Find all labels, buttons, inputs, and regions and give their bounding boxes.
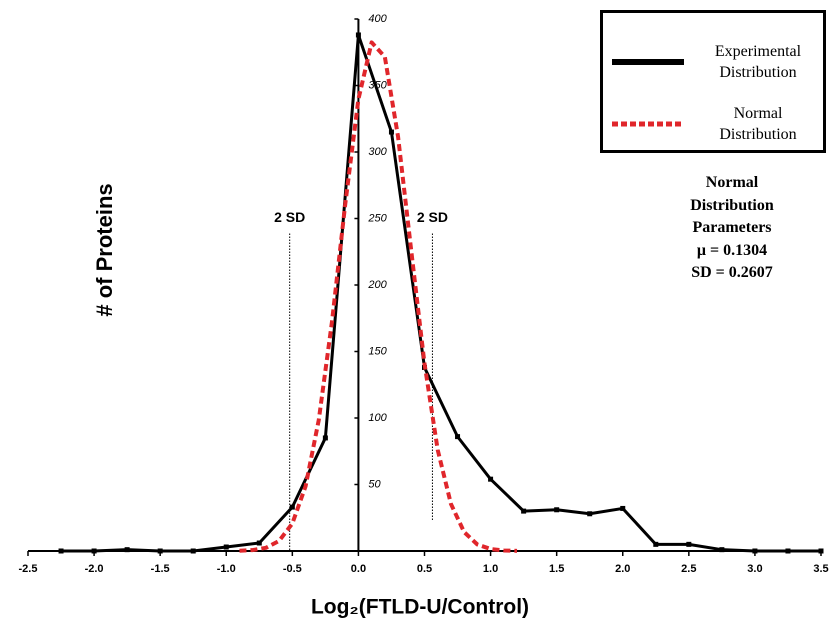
y-tick-label: 100 — [368, 412, 387, 424]
reference-label: 2 SD — [417, 209, 448, 225]
y-tick-label: 50 — [368, 478, 381, 490]
y-tick-label: 250 — [367, 212, 387, 224]
x-tick-label: 2.5 — [681, 563, 696, 575]
x-tick-label: -1.5 — [151, 563, 170, 575]
y-tick-label: 400 — [368, 13, 387, 25]
x-tick-label: 3.0 — [747, 563, 762, 575]
data-point — [686, 541, 692, 547]
data-point — [91, 548, 97, 554]
x-tick-label: 0.0 — [351, 563, 366, 575]
data-point — [587, 511, 593, 517]
data-point — [256, 540, 262, 546]
data-point — [223, 544, 229, 550]
x-tick-label: 3.5 — [813, 563, 828, 575]
legend-label: Experimental Distribution — [714, 43, 802, 81]
annotation-line: μ = 0.1304 — [696, 241, 768, 259]
data-point — [818, 548, 824, 554]
data-point — [322, 435, 328, 441]
data-point — [355, 32, 361, 38]
data-point — [455, 434, 461, 440]
data-point — [289, 504, 295, 510]
x-axis-label: Log₂(FTLD-U/Control) — [311, 596, 529, 619]
x-tick-label: 2.0 — [615, 563, 630, 575]
annotation: Normal Distribution Parameters μ = 0.1304 SD… — [640, 172, 824, 285]
data-point — [785, 548, 791, 554]
annotation-line: Distribution — [690, 196, 774, 214]
data-point — [157, 548, 163, 554]
x-tick-label: -2.5 — [19, 563, 38, 575]
data-point — [752, 548, 758, 554]
x-tick-label: -0.5 — [283, 563, 302, 575]
x-tick-label: -1.0 — [217, 563, 236, 575]
series-line — [239, 40, 518, 553]
annotation-line: Parameters — [692, 219, 772, 236]
data-point — [58, 548, 64, 554]
data-point — [719, 547, 725, 553]
legend-swatches — [612, 59, 684, 127]
data-point — [388, 129, 394, 135]
x-tick-label: 0.5 — [417, 563, 432, 575]
x-tick-label: -2.0 — [85, 563, 104, 575]
annotation-line: SD = 0.2607 — [691, 264, 773, 281]
data-point — [124, 547, 130, 553]
series-line — [61, 33, 821, 553]
x-tick-label: 1.0 — [483, 563, 498, 575]
legend-label: Normal Distribution — [719, 105, 797, 143]
data-point — [620, 505, 626, 511]
y-tick-label: 300 — [368, 146, 387, 158]
x-tick-label: 1.5 — [549, 563, 564, 575]
data-point — [190, 548, 196, 554]
data-point — [488, 476, 494, 482]
legend: Experimental Distribution Normal Distribu… — [600, 10, 826, 153]
reference-label: 2 SD — [274, 209, 305, 225]
y-tick-label: 150 — [368, 345, 387, 357]
y-axis-label: # of Proteins — [92, 183, 117, 316]
data-point — [653, 541, 659, 547]
y-tick-label: 200 — [367, 279, 387, 291]
data-point — [521, 508, 527, 514]
annotation-line: Normal — [705, 174, 759, 191]
data-point — [554, 507, 560, 513]
